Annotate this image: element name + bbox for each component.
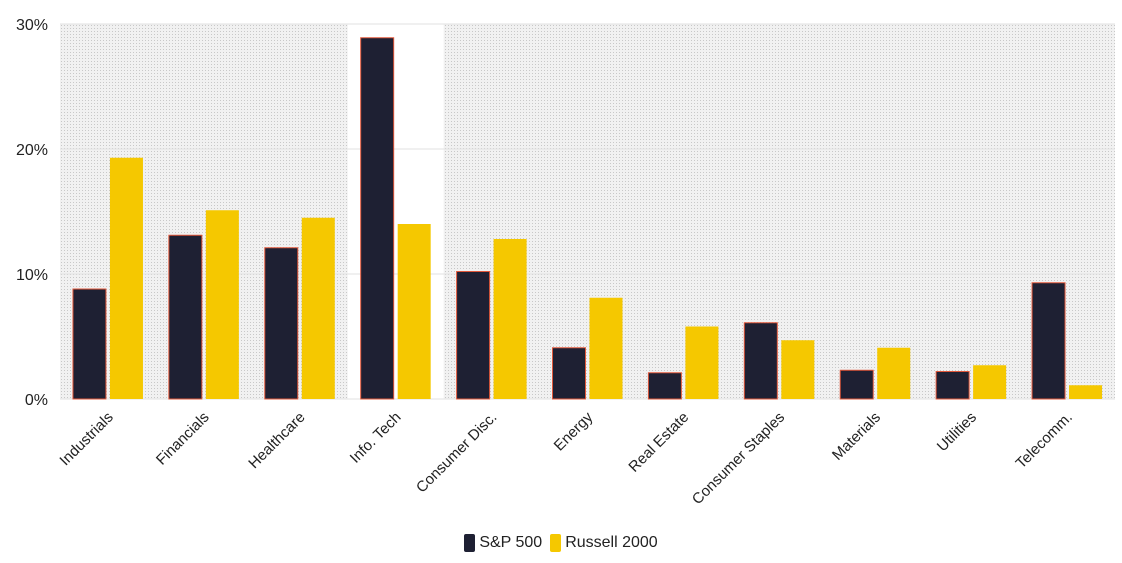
x-tick-label: Materials (829, 409, 884, 464)
x-tick-label: Industrials (56, 409, 116, 469)
y-tick-label: 0% (25, 392, 48, 409)
bar-sp500 (456, 271, 491, 400)
bar-sp500 (168, 234, 203, 400)
bar-russell2000 (109, 157, 143, 399)
x-tick-label: Healthcare (245, 409, 308, 472)
bar-russell2000 (301, 217, 335, 399)
bars (72, 37, 1103, 400)
bar-russell2000 (589, 297, 623, 399)
bar-sp500 (552, 347, 586, 400)
x-tick-label: Financials (153, 409, 213, 469)
bar-chart: 0% 10% 20% 30% Industrials Financials Healthc… (16, 17, 1115, 508)
bar-sp500 (743, 322, 778, 400)
bar-sp500 (72, 288, 107, 400)
bar-sp500 (1031, 282, 1066, 400)
bar-russell2000 (205, 210, 239, 399)
bar-russell2000 (397, 224, 431, 399)
y-axis-ticks: 0% 10% 20% 30% (16, 17, 48, 409)
bar-sp500 (360, 37, 395, 400)
x-tick-label: Consumer Disc. (413, 409, 500, 496)
bar-sp500 (264, 247, 299, 400)
bar-sp500 (839, 369, 874, 400)
x-tick-label: Telecomm. (1013, 409, 1076, 472)
x-tick-label: Real Estate (625, 409, 692, 476)
bar-russell2000 (877, 347, 911, 399)
legend-label-sp500: S&P 500 (479, 534, 543, 551)
y-tick-label: 10% (16, 267, 48, 284)
legend-item-sp500: S&P 500 (464, 534, 542, 552)
bar-sp500 (647, 372, 682, 400)
legend: S&P 500 Russell 2000 (0, 534, 1122, 552)
bar-russell2000 (973, 365, 1007, 399)
x-axis-ticks: Industrials Financials Healthcare Info. Tec… (56, 408, 1075, 508)
x-tick-label: Energy (551, 408, 597, 454)
y-tick-label: 20% (16, 142, 48, 159)
legend-swatch-sp500 (464, 534, 476, 552)
bar-russell2000 (1069, 385, 1103, 399)
x-tick-label: Utilities (934, 409, 980, 455)
bar-russell2000 (493, 239, 527, 399)
legend-item-russell2000: Russell 2000 (550, 534, 658, 552)
bar-russell2000 (781, 340, 815, 399)
bar-sp500 (935, 371, 970, 400)
y-tick-label: 30% (16, 17, 48, 34)
x-tick-label: Info. Tech (347, 409, 405, 467)
x-tick-label: Consumer Staples (689, 409, 788, 508)
legend-label-russell2000: Russell 2000 (565, 534, 658, 551)
bar-russell2000 (685, 326, 719, 399)
legend-swatch-russell2000 (550, 534, 562, 552)
